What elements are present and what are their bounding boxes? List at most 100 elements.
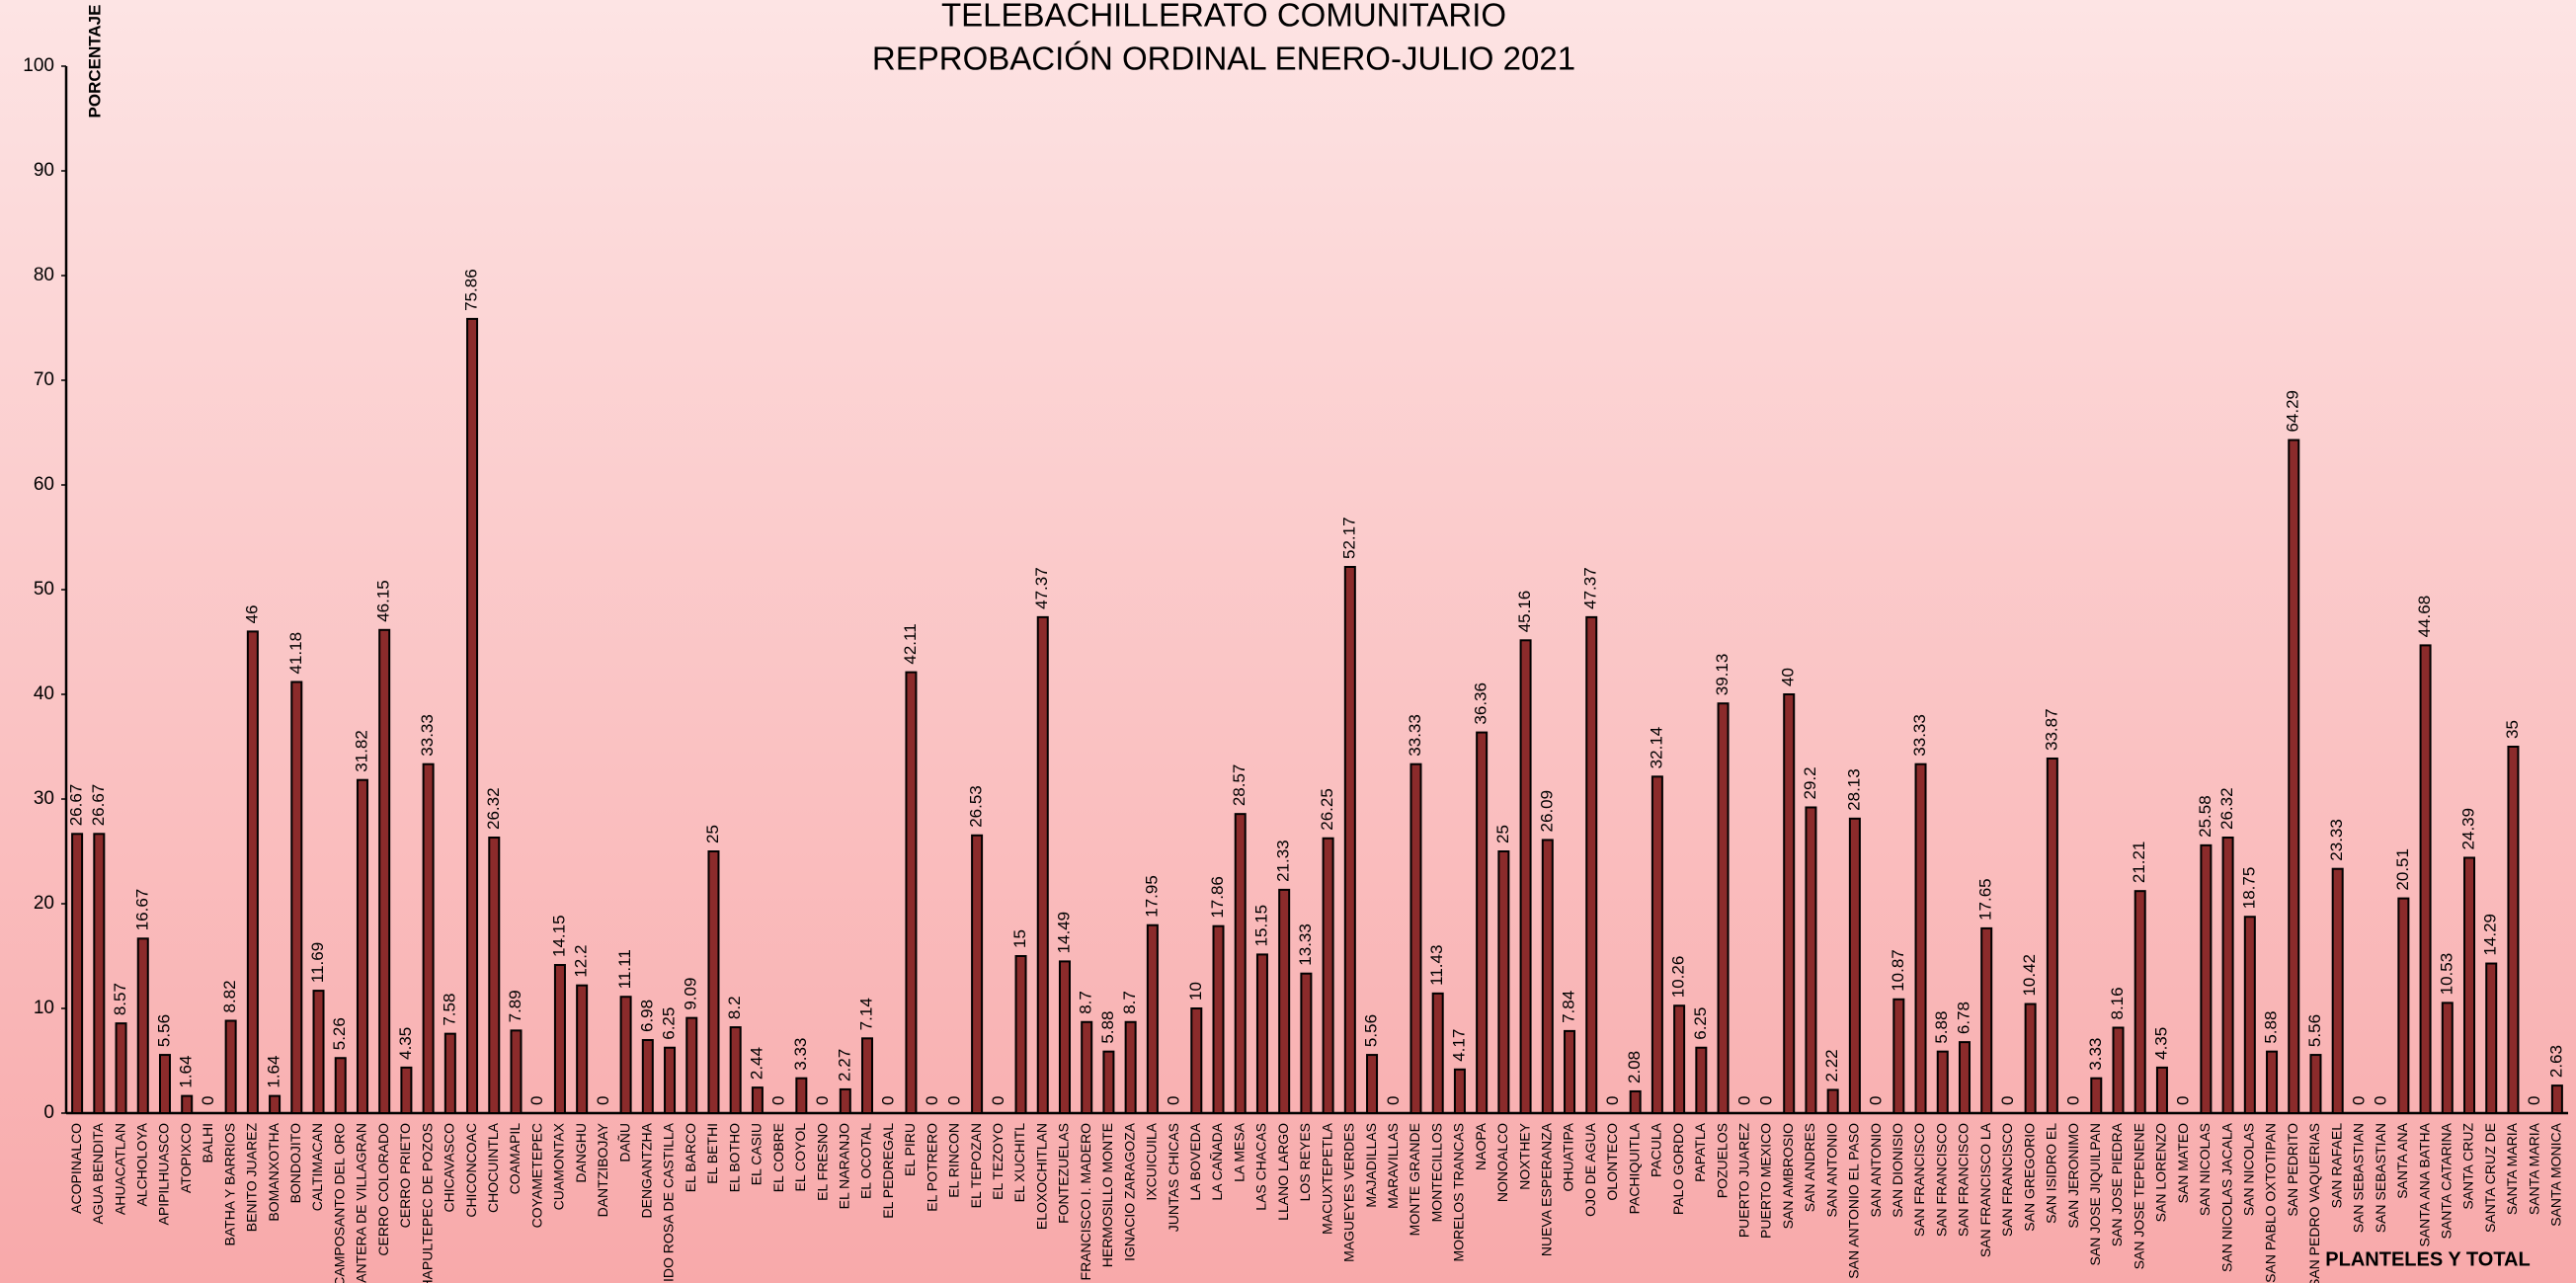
value-label: 6.25 [1691,1007,1710,1040]
x-tick-label: SAN FRANCISCO [1956,1123,1972,1237]
bar [488,837,501,1114]
value-label: 26.32 [484,787,503,830]
value-label: 11.11 [615,949,634,989]
value-label: 16.67 [132,889,151,931]
bar [1805,806,1817,1114]
bar [2221,837,2234,1114]
x-tick-label: SAN ANDRES [1802,1123,1817,1212]
x-tick-label: MARAVILLAS [1385,1123,1401,1209]
value-label: 1.64 [265,1056,283,1088]
bar [1278,888,1291,1114]
x-tick-label: SAN FRANCISCO LA [1977,1122,1993,1257]
bar [2133,890,2146,1115]
value-label: 5.56 [1362,1014,1381,1047]
x-tick-label: LLANO LARGO [1275,1123,1291,1221]
x-tick-label: SAN NICOLAS [2241,1123,2257,1216]
bar [1255,953,1268,1114]
value-label: 6.98 [637,1000,656,1032]
bar [1431,992,1444,1114]
bar [334,1057,347,1115]
bar [1892,998,1905,1115]
x-tick-label: OJO DE AGUA [1582,1122,1598,1217]
bar [664,1046,677,1114]
bar [2550,1084,2563,1114]
x-tick-label: MORELOS TRANCAS [1451,1123,1467,1262]
x-tick-label: SAN GREGORIO [2021,1123,2037,1232]
value-label: 52.17 [1339,517,1358,559]
bar [1629,1089,1642,1115]
x-tick-label: PACHIQUITLA [1626,1122,1642,1214]
value-label: 0 [1998,1096,2017,1105]
x-tick-label: CHICONCOAC [463,1123,479,1218]
bar [751,1086,764,1114]
bar [576,984,589,1114]
value-label: 28.57 [1230,764,1248,807]
bar [2112,1026,2125,1115]
value-label: 3.33 [2086,1038,2105,1071]
x-tick-label: LA CAÑADA [1209,1122,1225,1200]
x-tick-label: SAN JOSE JIQUILPAN [2087,1123,2103,1265]
bar [1958,1041,1971,1114]
value-label: 0 [1734,1096,1753,1105]
value-label: 14.29 [2481,914,2500,956]
x-tick-label: SAN AMBROSIO [1780,1123,1796,1229]
value-label: 36.36 [1472,682,1490,725]
bar [795,1077,808,1115]
x-tick-label: ELOXOCHITLAN [1033,1123,1049,1230]
x-tick-label: LOS REYES [1297,1123,1313,1201]
bar [115,1022,127,1114]
x-tick-label: SAN JERONIMO [2065,1123,2081,1229]
value-label: 2.08 [1625,1051,1644,1083]
bar [1014,955,1027,1114]
value-label: 0 [594,1096,612,1105]
value-label: 8.2 [725,996,744,1019]
value-label: 13.33 [1296,923,1315,966]
x-tick-label: COYAMETEPEC [528,1123,544,1228]
x-tick-label: SANTA CRUZ DE [2482,1123,2498,1233]
value-label: 2.63 [2546,1045,2565,1078]
value-label: 5.56 [154,1014,173,1047]
value-label: 10.26 [1669,956,1688,999]
bar [1234,813,1247,1115]
value-label: 33.33 [1406,714,1424,757]
bar [2024,1002,2037,1114]
x-tick-label: SANTA CRUZ [2460,1123,2476,1210]
value-label: 25 [1493,825,1512,843]
value-label: 25.58 [2196,795,2214,838]
x-tick-label: EL TEZOYO [990,1123,1006,1200]
x-tick-label: MONTECILLOS [1428,1123,1444,1222]
bar [1322,837,1334,1114]
x-tick-label: OHUATIPA [1561,1122,1576,1191]
bar [93,833,106,1114]
chart-subtitle: REPROBACIÓN ORDINAL ENERO-JULIO 2021 [872,40,1575,77]
value-label: 2.22 [1822,1049,1841,1082]
value-label: 7.14 [856,998,875,1030]
value-label: 0 [2349,1096,2368,1105]
y-tick-label: 40 [34,683,54,704]
value-label: 10.87 [1889,949,1907,992]
x-tick-label: ATOPIXCO [178,1123,194,1193]
bar [2243,916,2256,1114]
x-tick-label: EL BETHI [704,1123,720,1184]
bar [71,833,84,1114]
bar [2288,439,2300,1114]
value-label: 4.35 [2151,1027,2170,1060]
value-label: 33.33 [1910,714,1929,757]
x-tick-label: PUERTO MEXICO [1758,1123,1774,1239]
value-label: 0 [1867,1096,1886,1105]
value-label: 44.68 [2415,596,2434,638]
x-tick-label: JUNTAS CHICAS [1166,1123,1181,1232]
value-label: 41.18 [286,632,305,675]
x-tick-label: PACULA [1649,1122,1664,1177]
value-label: 20.51 [2393,848,2412,891]
value-label: 26.67 [89,784,108,827]
value-label: 11.43 [1427,945,1446,986]
value-label: 47.37 [1581,567,1600,609]
bar [400,1066,413,1115]
value-label: 6.78 [1954,1002,1972,1034]
bar [861,1037,874,1115]
bar [2397,897,2410,1114]
bar [246,630,259,1115]
value-label: 46.15 [374,580,393,622]
bar [269,1094,282,1114]
